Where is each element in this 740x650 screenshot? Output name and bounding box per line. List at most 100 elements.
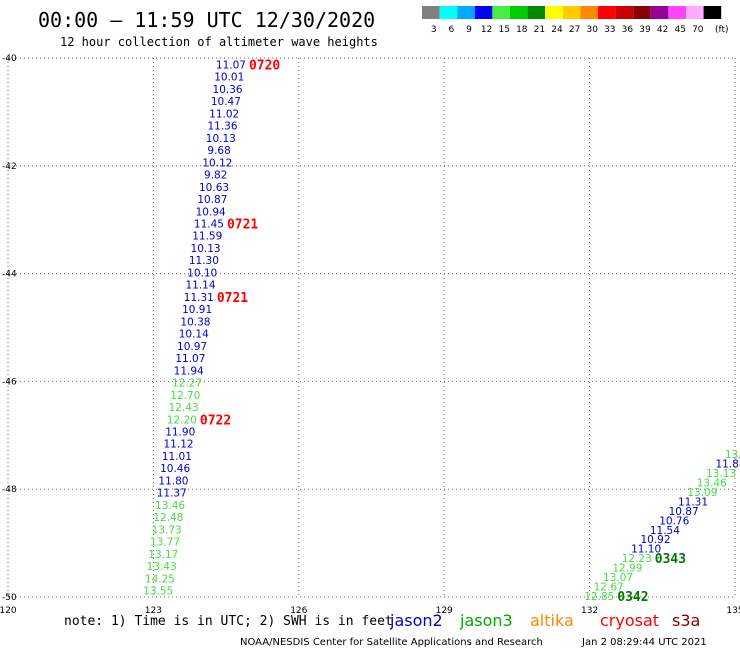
wave-height-value: 11.14 <box>185 280 215 292</box>
legend-swatch <box>527 6 546 19</box>
legend-label: 18 <box>516 25 528 35</box>
wave-height-value: 11.31 <box>678 496 708 508</box>
wave-height-value: 11.80 <box>158 475 188 487</box>
wave-height-value: 13.17 <box>148 549 178 561</box>
time-label: 0722 <box>200 413 231 428</box>
legend-swatch <box>439 6 458 19</box>
satellite-legend: jason2 jason3 altika cryosat s3a <box>389 611 700 630</box>
legend-swatch <box>633 6 651 19</box>
legend-swatch <box>615 6 634 19</box>
wave-height-value: 12.27 <box>172 378 202 390</box>
wave-height-value: 11.36 <box>207 121 237 133</box>
wave-height-value: 10.87 <box>669 506 699 518</box>
map-axes: 120 123 126 129 132 135 -40 -42 -44 -46 -48 -50 <box>0 54 740 616</box>
lat-tick-label: -46 <box>2 377 17 387</box>
satellite-legend-item: cryosat <box>600 611 659 630</box>
wave-height-value: 10.13 <box>206 133 236 145</box>
wave-height-value: 12.70 <box>170 390 200 402</box>
wave-height-value: 12.43 <box>169 402 199 414</box>
wave-height-value: 10.36 <box>213 84 243 96</box>
lat-tick-label: -42 <box>2 162 17 172</box>
wave-height-value: 11.31 <box>184 292 214 304</box>
legend-label: 36 <box>622 25 634 35</box>
time-label: 0721 <box>217 291 248 306</box>
legend-label: 6 <box>449 25 455 35</box>
wave-height-value: 11.94 <box>174 365 204 377</box>
wave-height-value: 11.90 <box>165 426 195 438</box>
lon-tick-label: 120 <box>0 606 17 616</box>
legend-swatch <box>457 6 475 19</box>
footer-note: note: 1) Time is in UTC; 2) SWH is in fe… <box>64 614 393 629</box>
footer-credit: NOAA/NESDIS Center for Satellite Applica… <box>240 637 543 648</box>
satellite-legend-item: jason3 <box>459 611 513 630</box>
legend-label: 9 <box>466 25 472 35</box>
wave-height-value: 13.22 <box>725 449 740 461</box>
wave-height-value: 10.97 <box>177 341 207 353</box>
footer-timestamp: Jan 2 08:29:44 UTC 2021 <box>581 637 707 648</box>
legend-swatch <box>474 6 493 19</box>
legend-label: 42 <box>657 25 668 35</box>
legend-swatch <box>492 6 510 19</box>
wave-height-value: 10.94 <box>196 206 226 218</box>
wave-height-value: 10.76 <box>659 515 689 527</box>
time-label: 0342 <box>617 590 648 605</box>
wave-height-value: 10.87 <box>197 194 227 206</box>
legend-label: 24 <box>551 25 563 35</box>
legend-label: 27 <box>569 25 580 35</box>
wave-height-value: 11.45 <box>194 219 224 231</box>
page-title: 00:00 – 11:59 UTC 12/30/2020 <box>38 8 375 32</box>
wave-height-value: 13.73 <box>152 524 182 536</box>
wave-height-value: 10.13 <box>191 243 221 255</box>
wave-height-value: 13.46 <box>155 500 185 512</box>
wave-height-value: 10.47 <box>211 96 241 108</box>
legend-swatch <box>580 6 598 19</box>
legend-label: 70 <box>692 25 704 35</box>
lon-tick-label: 135 <box>726 606 740 616</box>
lat-tick-label: -44 <box>2 270 17 280</box>
wave-height-value: 13.46 <box>697 478 727 490</box>
wave-height-value: 9.82 <box>204 170 227 182</box>
wave-height-value: 12.67 <box>594 581 624 593</box>
legend-swatch <box>545 6 563 19</box>
legend-swatch <box>668 6 686 19</box>
east-track: 13.2211.8813.1313.4613.0911.3110.8710.76… <box>584 449 740 605</box>
wave-height-value: 12.85 <box>584 591 614 603</box>
wave-height-value: 13.55 <box>143 586 173 598</box>
wave-height-value: 11.10 <box>631 544 661 556</box>
wave-height-value: 11.59 <box>192 231 222 243</box>
satellite-legend-item: altika <box>530 611 574 630</box>
wave-height-value: 12.99 <box>612 563 642 575</box>
wave-height-value: 10.12 <box>202 157 232 169</box>
wave-height-value: 10.63 <box>199 182 229 194</box>
wave-height-value: 11.02 <box>209 108 239 120</box>
wave-height-value: 13.07 <box>603 572 633 584</box>
lon-tick-label: 126 <box>290 606 307 616</box>
color-legend: 3 6 9 12 15 18 21 24 27 30 33 36 39 42 45 70 <box>422 6 722 35</box>
legend-label: 21 <box>534 25 545 35</box>
legend-label: 45 <box>674 25 685 35</box>
wave-height-value: 11.37 <box>157 488 187 500</box>
legend-label: 30 <box>586 25 598 35</box>
lat-tick-label: -50 <box>2 593 17 603</box>
lat-tick-label: -40 <box>2 54 17 64</box>
wave-height-value: 11.01 <box>162 451 192 463</box>
wave-height-value: 10.10 <box>187 267 217 279</box>
wave-height-value: 10.38 <box>180 316 210 328</box>
legend-label: 33 <box>604 25 615 35</box>
lon-tick-label: 129 <box>436 606 453 616</box>
page-subtitle: 12 hour collection of altimeter wave hei… <box>60 35 378 49</box>
wave-height-tracks: 11.0710.0110.3610.4711.0211.3610.139.681… <box>143 58 740 604</box>
lon-tick-label: 132 <box>581 606 598 616</box>
lon-tick-label: 123 <box>145 606 162 616</box>
wave-height-value: 13.13 <box>706 468 736 480</box>
lat-tick-label: -48 <box>2 485 17 495</box>
legend-label: 12 <box>481 25 492 35</box>
legend-label: 39 <box>639 25 651 35</box>
wave-height-value: 14.25 <box>145 573 175 585</box>
legend-swatch <box>703 6 722 19</box>
wave-height-value: 12.23 <box>622 553 652 565</box>
wave-height-value: 13.77 <box>150 537 180 549</box>
wave-height-value: 11.54 <box>650 525 680 537</box>
legend-swatch <box>650 6 669 19</box>
